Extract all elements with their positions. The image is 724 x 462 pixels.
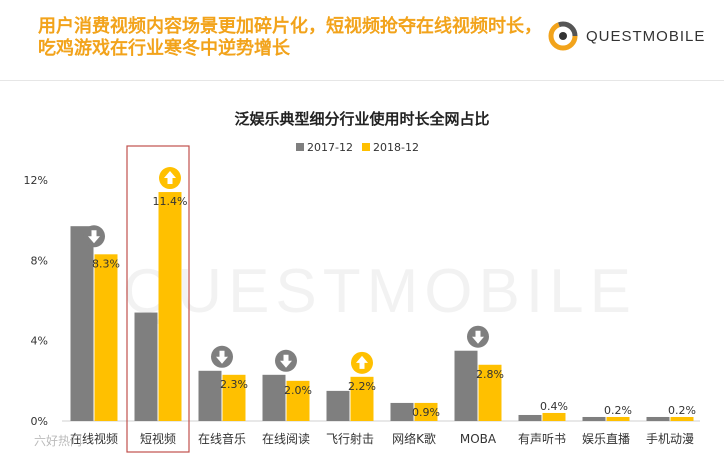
data-label: 0.4%	[540, 400, 568, 413]
data-label: 2.8%	[476, 368, 504, 381]
brand-logo: QUESTMOBILE	[548, 18, 718, 58]
bar-2017	[454, 350, 478, 421]
brand-name: QUESTMOBILE	[586, 28, 706, 45]
data-label: 2.0%	[284, 384, 312, 397]
chart-watermark: QUESTMOBILE	[123, 257, 637, 326]
arrow-down-icon	[275, 349, 297, 372]
bar-2018	[670, 416, 694, 421]
bar-2017	[262, 374, 286, 421]
bar-2017	[198, 370, 222, 421]
x-tick-label: 在线阅读	[262, 432, 310, 446]
bar-2017	[518, 414, 542, 421]
x-tick-label: 在线音乐	[198, 431, 246, 446]
x-axis: 在线视频 短视频 在线音乐 在线阅读 飞行射击 网络K歌 MOBA 有声听书 娱乐直播 手机动漫	[70, 431, 694, 446]
data-label: 2.3%	[220, 378, 248, 391]
headline-line-2: 吃鸡游戏在行业寒冬中逆势增长	[38, 38, 290, 59]
legend-swatch	[362, 143, 370, 151]
x-tick-label: 娱乐直播	[582, 432, 630, 446]
x-tick-label: 飞行射击	[326, 431, 374, 446]
arrow-up-icon	[159, 167, 181, 190]
bar-2017	[582, 416, 606, 421]
data-label: 0.2%	[604, 404, 632, 417]
arrow-up-icon	[351, 351, 373, 374]
bar-2018	[222, 374, 246, 421]
x-tick-label: 有声听书	[518, 432, 566, 446]
bar-2017	[646, 416, 670, 421]
arrow-down-icon	[211, 345, 233, 368]
arrow-down-icon	[83, 225, 105, 248]
y-tick-label: 4%	[31, 335, 48, 348]
bars: 8.3% 11.4% 2.3% 2.0% 2.2% 0.9% 2.8% 0.4% 0.2% 0.2…	[70, 145, 696, 453]
source-watermark: 六好热门	[34, 434, 83, 448]
data-label: 0.9%	[412, 406, 440, 419]
bar-2018	[606, 416, 630, 421]
x-tick-label: 网络K歌	[392, 431, 436, 446]
legend-label: 2018-12	[373, 141, 419, 154]
bar-2018	[94, 254, 118, 421]
x-tick-label: MOBA	[460, 432, 497, 446]
y-tick-label: 8%	[31, 254, 48, 267]
bar-2017	[134, 312, 158, 421]
x-tick-label: 在线视频	[70, 431, 118, 446]
bar-2017	[390, 402, 414, 421]
x-tick-label: 短视频	[140, 431, 176, 446]
arrow-down-icon	[467, 325, 489, 348]
headline: 用户消费视频内容场景更加碎片化，短视频抢夺在线视频时长， 吃鸡游戏在行业寒冬中逆…	[38, 16, 558, 60]
x-tick-label: 手机动漫	[646, 432, 694, 446]
chart-title: 泛娱乐典型细分行业使用时长全网占比	[234, 110, 489, 128]
data-label: 8.3%	[92, 257, 120, 270]
legend-label: 2017-12	[307, 141, 353, 154]
bar-2018	[350, 376, 374, 421]
y-tick-label: 12%	[24, 174, 48, 187]
bar-2018	[478, 364, 502, 421]
bar-2018	[286, 380, 310, 421]
bar-2017	[70, 226, 94, 421]
y-tick-label: 0%	[31, 415, 48, 428]
bar-chart: QUESTMOBILE 泛娱乐典型细分行业使用时长全网占比 2017-12 201…	[24, 110, 700, 453]
data-label: 2.2%	[348, 380, 376, 393]
legend-swatch	[296, 143, 304, 151]
bar-2018	[414, 402, 438, 421]
bar-2018	[158, 192, 182, 421]
highlight-box	[126, 145, 190, 453]
brand-logo-icon	[548, 21, 578, 51]
bar-2017	[326, 390, 350, 421]
chart-legend: 2017-12 2018-12	[296, 141, 419, 154]
data-label: 0.2%	[668, 404, 696, 417]
data-label: 11.4%	[153, 195, 188, 208]
bar-2018	[542, 412, 566, 421]
headline-line-1: 用户消费视频内容场景更加碎片化，短视频抢夺在线视频时长，	[38, 16, 542, 37]
